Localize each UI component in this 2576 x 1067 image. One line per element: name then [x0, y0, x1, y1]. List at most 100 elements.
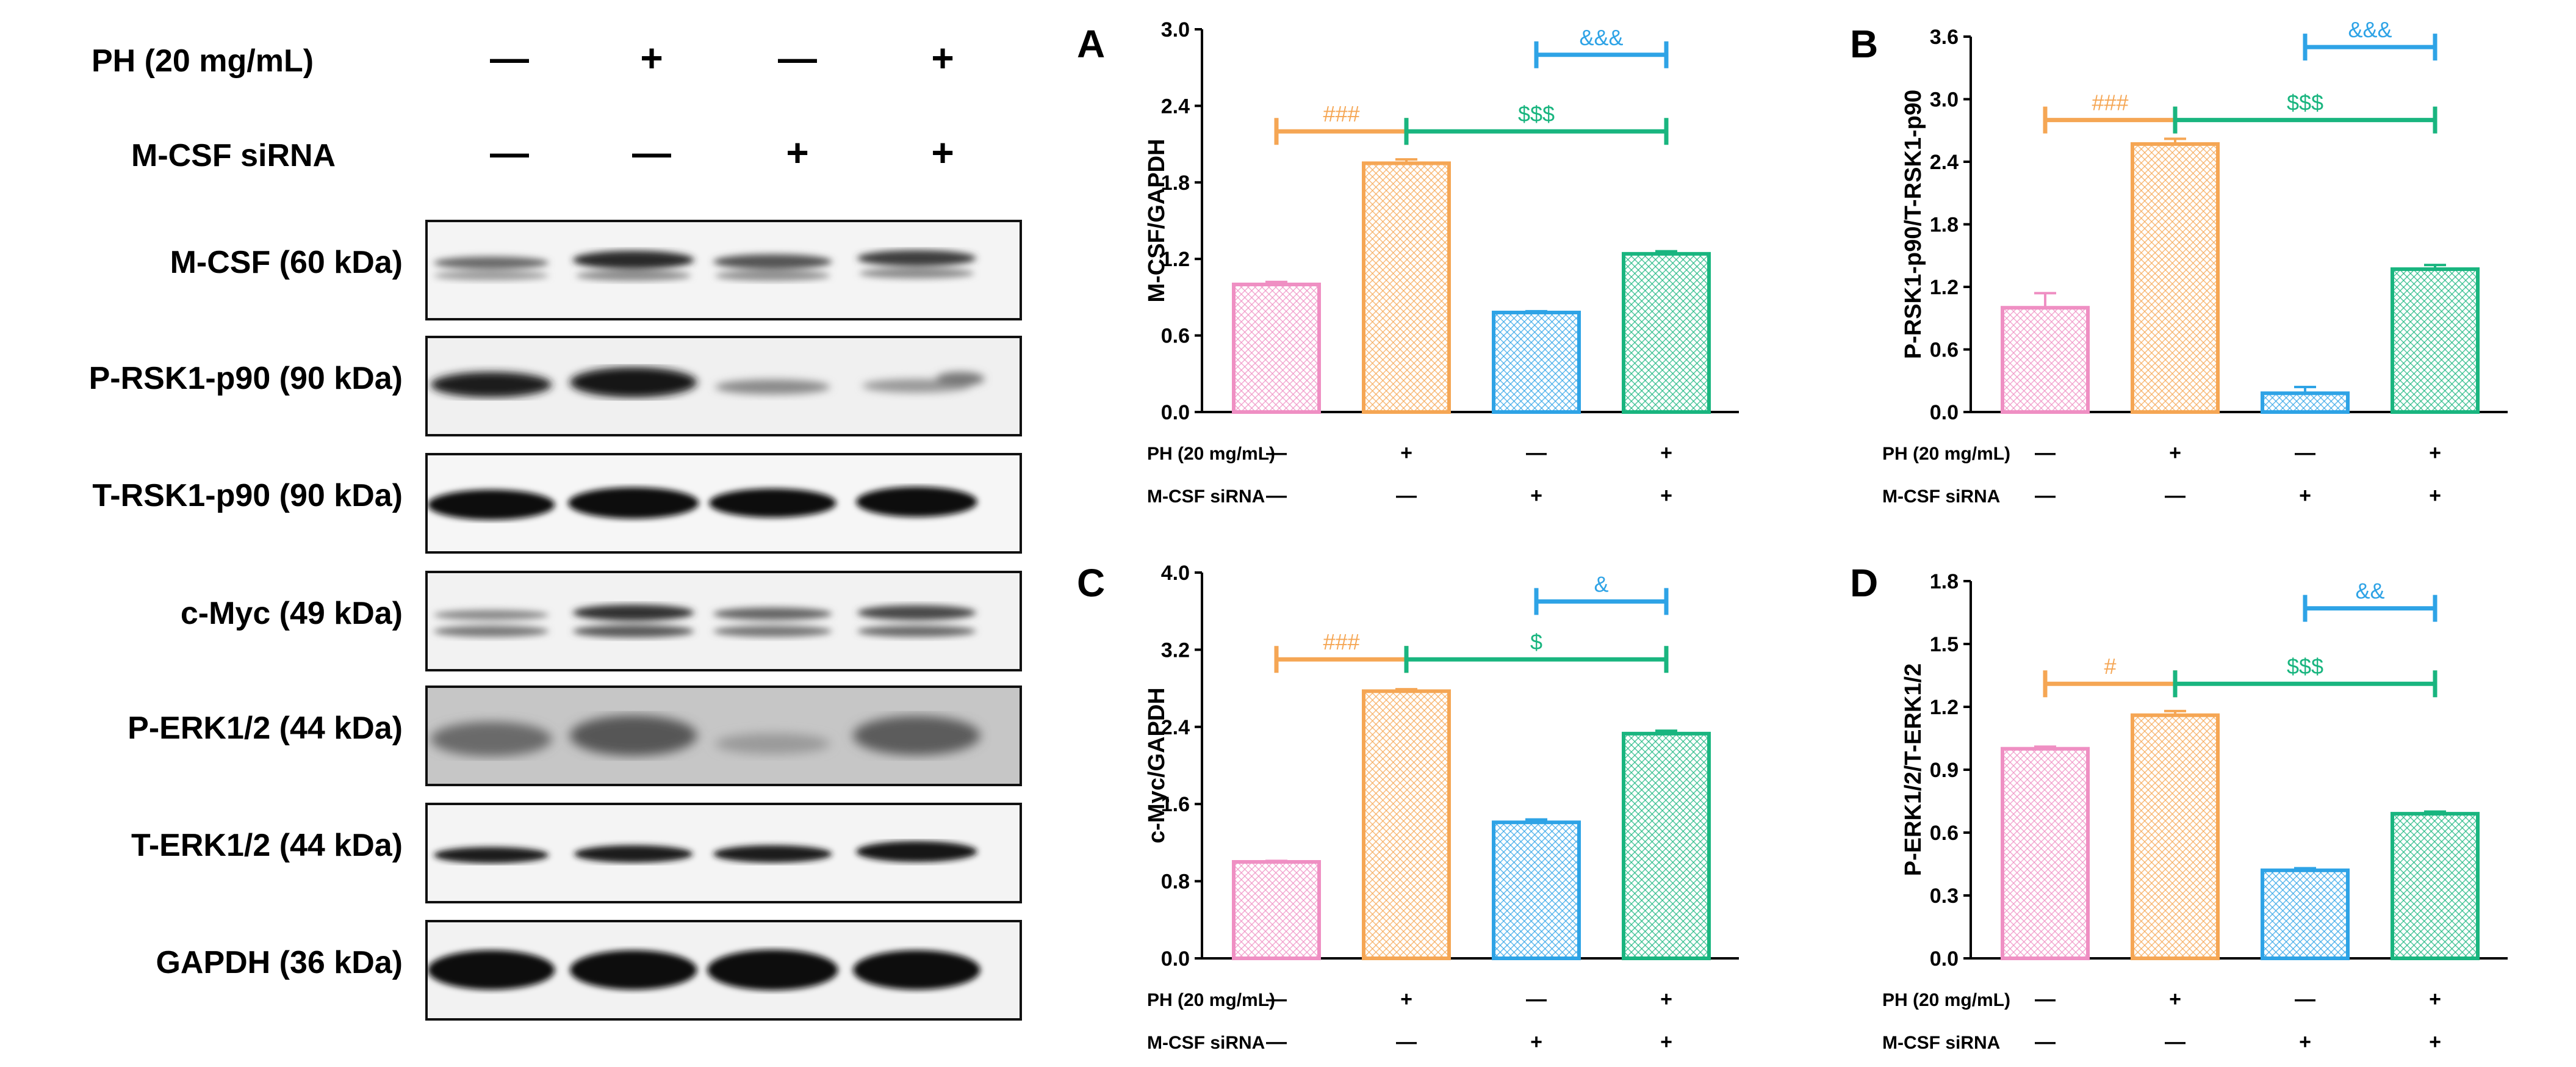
y-tick-label: 0.9: [1930, 759, 1959, 782]
band-label-gapdh: GAPDH (36 kDa): [156, 945, 403, 980]
significance-label-green: $$$: [2287, 654, 2323, 679]
chart-a: M-CSF/GAPDH 0.0 0.6 1.2 1.8 2.4 3.0 ### $$$ &&& PH…: [1086, 0, 1818, 531]
band-label-terk: T-ERK1/2 (44 kDa): [131, 828, 403, 863]
y-tick-label: 0.6: [1161, 325, 1190, 348]
y-tick-label: 1.2: [1930, 696, 1959, 719]
bar: [1622, 731, 1711, 960]
significance-label-orange: ###: [1323, 101, 1359, 126]
band-label-perk: P-ERK1/2 (44 kDa): [128, 711, 403, 746]
significance-bracket-blue: [1534, 41, 1669, 68]
treatment-sign: —: [2295, 988, 2315, 1011]
treatment-label: M-CSF siRNA: [1147, 486, 1265, 507]
bar: [2261, 391, 2350, 414]
treatment-sign: +: [1660, 441, 1672, 465]
blot-treatment-label-ph: PH (20 mg/mL): [92, 43, 314, 79]
treatment-label: M-CSF siRNA: [1147, 1033, 1265, 1053]
y-tick-label: 3.0: [1161, 18, 1190, 42]
treatment-sign: —: [1526, 441, 1547, 465]
treatment-sign: —: [2165, 484, 2186, 507]
treatment-sign: —: [1396, 1030, 1417, 1054]
blot-sign: +: [786, 131, 809, 175]
treatment-sign: —: [1266, 484, 1287, 507]
treatment-sign: +: [1400, 441, 1412, 465]
panel-letter-d: D: [1850, 561, 1879, 605]
blot-sign: —: [632, 131, 671, 175]
blot-image-prsk1: [425, 336, 1022, 436]
chart-c: c-Myc/GAPDH 0.0 0.8 1.6 2.4 3.2 4.0 ### $ & PH (20…: [1086, 537, 1818, 1067]
y-tick-label: 4.0: [1161, 562, 1190, 585]
significance-bracket-green: [1404, 118, 1669, 145]
significance-label-blue: &&&: [2348, 17, 2392, 42]
bar: [1622, 251, 1711, 414]
bar: [1362, 689, 1451, 960]
y-tick-label: 0.0: [1930, 947, 1959, 971]
y-tick-label: 3.0: [1930, 89, 1959, 112]
bar: [2001, 747, 2090, 960]
blot-image-trsk1: [425, 453, 1022, 554]
bar: [1492, 310, 1581, 414]
bar: [2261, 868, 2350, 960]
blot-image-perk: [425, 685, 1022, 786]
significance-bracket-blue: [1534, 588, 1669, 615]
blot-sign: —: [778, 36, 817, 80]
y-axis-label: c-Myc/GAPDH: [1144, 687, 1170, 844]
bar: [2131, 713, 2220, 960]
significance-bracket-green: [2173, 106, 2437, 134]
treatment-sign: —: [2295, 441, 2315, 465]
significance-label-blue: &&: [2355, 579, 2384, 604]
bar: [2391, 267, 2480, 414]
blot-image-mcsf: [425, 220, 1022, 320]
blot-treatment-label-sirna: M-CSF siRNA: [131, 138, 336, 173]
treatment-sign: +: [2299, 1030, 2311, 1054]
y-tick-label: 0.0: [1161, 401, 1190, 424]
y-tick-label: 1.8: [1161, 172, 1190, 195]
panel-letter-a: A: [1077, 22, 1106, 66]
y-tick-label: 0.0: [1930, 401, 1959, 424]
band-label-mcsf: M-CSF (60 kDa): [170, 245, 403, 280]
y-axis-label: M-CSF/GAPDH: [1144, 139, 1170, 302]
blot-sign: —: [490, 36, 529, 80]
y-tick-label: 2.4: [1930, 151, 1959, 174]
treatment-sign: +: [2429, 441, 2441, 465]
significance-label-green: $$$: [1518, 101, 1555, 126]
panel-letter-b: B: [1850, 22, 1879, 66]
treatment-sign: —: [1396, 484, 1417, 507]
treatment-sign: —: [2035, 484, 2056, 507]
significance-label-blue: &&&: [1579, 25, 1623, 50]
treatment-sign: +: [2169, 988, 2181, 1011]
treatment-sign: +: [2429, 1030, 2441, 1054]
western-blot-panel: PH (20 mg/mL) — + — + M-CSF siRNA — — + …: [0, 0, 1037, 1067]
treatment-label: M-CSF siRNA: [1882, 486, 2000, 507]
significance-label-orange: ###: [1323, 629, 1359, 654]
treatment-sign: +: [2169, 441, 2181, 465]
treatment-label: PH (20 mg/mL): [1882, 444, 2010, 464]
bar: [1232, 860, 1321, 960]
bar: [1232, 283, 1321, 414]
treatment-sign: +: [1660, 988, 1672, 1011]
significance-label-green: $: [1530, 629, 1542, 654]
significance-label-blue: &: [1594, 571, 1608, 596]
significance-label-green: $$$: [2287, 90, 2323, 115]
y-tick-label: 0.3: [1930, 884, 1959, 908]
chart-d: P-ERK1/2/T-ERK1/2 0.0 0.3 0.6 0.9 1.2 1.5 1.8 # $…: [1855, 537, 2575, 1067]
blot-image-gapdh: [425, 920, 1022, 1021]
y-axis-label: P-RSK1-p90/T-RSK1-p90: [1901, 90, 1926, 359]
y-tick-label: 1.2: [1161, 248, 1190, 271]
treatment-sign: +: [1400, 988, 1412, 1011]
blot-sign: +: [931, 36, 954, 80]
treatment-sign: +: [1660, 1030, 1672, 1054]
band-label-trsk1: T-RSK1-p90 (90 kDa): [92, 478, 403, 513]
significance-bracket-blue: [2303, 595, 2437, 622]
y-tick-label: 1.8: [1930, 570, 1959, 593]
y-tick-label: 0.6: [1930, 339, 1959, 362]
y-tick-label: 3.6: [1930, 26, 1959, 49]
treatment-sign: +: [1660, 484, 1672, 507]
y-tick-label: 1.8: [1930, 214, 1959, 237]
blot-sign: +: [931, 131, 954, 175]
chart-b: P-RSK1-p90/T-RSK1-p90 0.0 0.6 1.2 1.8 2.4 3.0 3…: [1855, 0, 2575, 531]
y-tick-label: 0.0: [1161, 947, 1190, 971]
treatment-label: PH (20 mg/mL): [1147, 990, 1275, 1010]
significance-bracket-green: [2173, 670, 2437, 698]
treatment-sign: —: [1526, 988, 1547, 1011]
blot-image-terk: [425, 803, 1022, 903]
